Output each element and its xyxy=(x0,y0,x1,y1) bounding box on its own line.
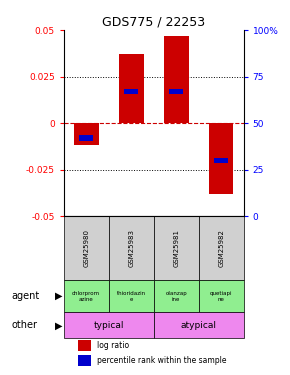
Bar xyxy=(214,158,228,163)
Text: GSM25980: GSM25980 xyxy=(83,229,89,267)
Bar xyxy=(79,135,93,141)
Title: GDS775 / 22253: GDS775 / 22253 xyxy=(102,16,205,29)
Bar xyxy=(164,36,189,123)
Bar xyxy=(169,89,183,94)
Text: GSM25981: GSM25981 xyxy=(173,229,179,267)
Bar xyxy=(74,123,99,146)
Bar xyxy=(124,89,138,94)
Text: olanzap
ine: olanzap ine xyxy=(165,291,187,302)
Bar xyxy=(154,312,244,338)
Text: ▶: ▶ xyxy=(55,291,63,301)
Text: GSM25983: GSM25983 xyxy=(128,229,134,267)
Text: atypical: atypical xyxy=(181,321,217,330)
Text: ▶: ▶ xyxy=(55,320,63,330)
Bar xyxy=(199,216,244,280)
Text: log ratio: log ratio xyxy=(97,341,129,350)
Bar xyxy=(78,355,91,366)
Bar xyxy=(154,216,199,280)
Bar xyxy=(64,280,109,312)
Text: chlorprom
azine: chlorprom azine xyxy=(72,291,100,302)
Bar xyxy=(154,280,199,312)
Text: GSM25982: GSM25982 xyxy=(218,229,224,267)
Text: typical: typical xyxy=(93,321,124,330)
Bar xyxy=(64,312,154,338)
Bar xyxy=(109,280,154,312)
Bar xyxy=(109,216,154,280)
Text: quetiapi
ne: quetiapi ne xyxy=(210,291,232,302)
Text: agent: agent xyxy=(12,291,40,301)
Bar xyxy=(119,54,144,123)
Bar xyxy=(64,216,109,280)
Text: other: other xyxy=(12,320,38,330)
Text: percentile rank within the sample: percentile rank within the sample xyxy=(97,356,226,365)
Text: thioridazin
e: thioridazin e xyxy=(117,291,146,302)
Bar xyxy=(199,280,244,312)
Bar xyxy=(78,340,91,351)
Bar xyxy=(209,123,233,194)
